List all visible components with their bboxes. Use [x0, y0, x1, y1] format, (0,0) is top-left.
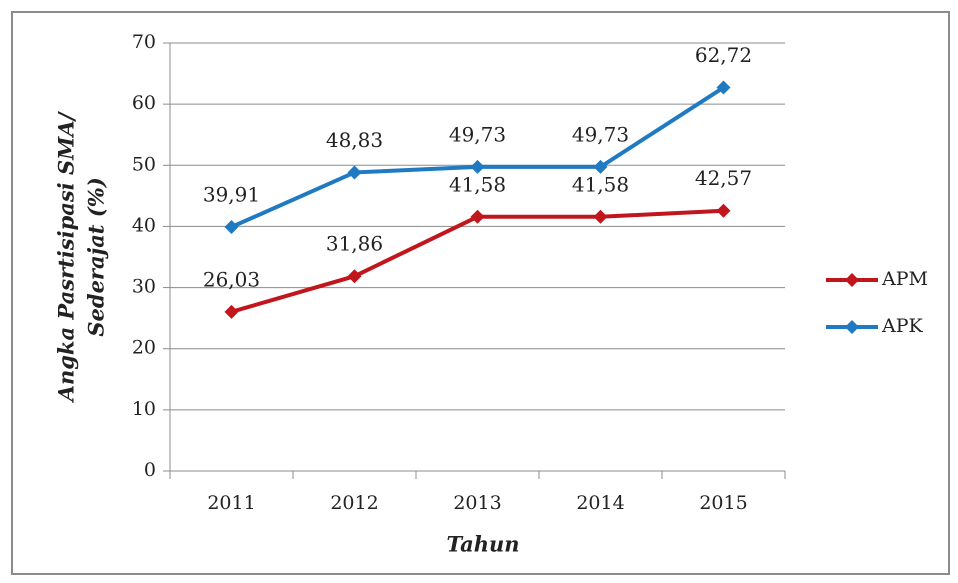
x-axis-title: Tahun: [446, 532, 519, 557]
x-tick-label: 2011: [207, 492, 255, 514]
legend-marker: [845, 320, 859, 334]
data-label: 62,72: [695, 43, 752, 67]
data-point: [716, 80, 731, 95]
legend-marker: [845, 273, 859, 287]
data-point: [224, 219, 239, 234]
y-axis-title-line: Angka Pasrtisipasi SMA/: [54, 110, 79, 403]
y-tick-label: 40: [132, 214, 156, 236]
data-label: 41,58: [572, 172, 629, 196]
data-point: [347, 165, 362, 180]
data-point: [593, 209, 608, 224]
data-point: [593, 159, 608, 174]
data-point: [470, 209, 485, 224]
data-label: 41,58: [449, 172, 506, 196]
y-tick-label: 50: [132, 153, 156, 175]
y-axis-title-line: Sederajat (%): [84, 177, 109, 336]
data-point: [224, 304, 239, 319]
legend-label: APM: [881, 268, 928, 290]
y-tick-label: 70: [132, 31, 156, 53]
y-tick-label: 0: [144, 459, 156, 481]
y-tick-label: 60: [132, 92, 156, 114]
y-axis-title: Angka Pasrtisipasi SMA/ Sederajat (%): [54, 110, 109, 403]
data-point: [347, 269, 362, 284]
data-label: 31,86: [326, 232, 383, 256]
x-tick-label: 2015: [699, 492, 747, 514]
data-point: [716, 203, 731, 218]
y-tick-label: 30: [132, 276, 156, 298]
x-tick-label: 2014: [576, 492, 624, 514]
data-label: 39,91: [203, 182, 260, 206]
y-tick-label: 10: [132, 398, 156, 420]
data-label: 49,73: [572, 122, 629, 146]
y-tick-label: 20: [132, 337, 156, 359]
x-tick-label: 2012: [330, 492, 378, 514]
data-label: 49,73: [449, 122, 506, 146]
legend-label: APK: [881, 315, 924, 337]
x-tick-label: 2013: [453, 492, 501, 514]
data-point: [470, 159, 485, 174]
data-label: 26,03: [203, 267, 260, 291]
chart-frame: [11, 11, 950, 575]
data-label: 42,57: [695, 166, 752, 190]
data-label: 48,83: [326, 128, 383, 152]
